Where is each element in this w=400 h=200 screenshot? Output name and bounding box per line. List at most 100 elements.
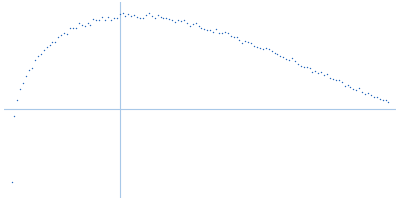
Point bbox=[222, 31, 228, 34]
Point bbox=[268, 50, 275, 53]
Point bbox=[17, 88, 24, 91]
Point bbox=[336, 79, 342, 82]
Point bbox=[321, 73, 327, 77]
Point bbox=[58, 34, 64, 37]
Point bbox=[342, 84, 348, 87]
Point bbox=[131, 13, 138, 16]
Point bbox=[312, 69, 319, 72]
Point bbox=[11, 114, 18, 117]
Point bbox=[23, 74, 29, 77]
Point bbox=[330, 78, 336, 81]
Point bbox=[78, 23, 85, 26]
Point bbox=[102, 19, 108, 22]
Point bbox=[304, 65, 310, 69]
Point bbox=[359, 91, 365, 94]
Point bbox=[245, 40, 252, 43]
Point bbox=[210, 30, 216, 33]
Point bbox=[137, 16, 143, 20]
Point bbox=[274, 52, 281, 55]
Point bbox=[99, 15, 105, 19]
Point bbox=[29, 66, 35, 69]
Point bbox=[14, 98, 20, 102]
Point bbox=[157, 16, 164, 19]
Point bbox=[257, 47, 263, 50]
Point bbox=[362, 93, 368, 96]
Point bbox=[327, 77, 333, 80]
Point bbox=[76, 22, 82, 25]
Point bbox=[224, 32, 231, 35]
Point bbox=[376, 97, 383, 100]
Point bbox=[280, 56, 286, 59]
Point bbox=[380, 98, 386, 101]
Point bbox=[154, 13, 161, 16]
Point bbox=[309, 70, 316, 74]
Point bbox=[219, 31, 225, 35]
Point bbox=[228, 35, 234, 38]
Point bbox=[204, 28, 210, 31]
Point bbox=[298, 64, 304, 67]
Point bbox=[286, 58, 292, 62]
Point bbox=[44, 45, 50, 48]
Point bbox=[8, 181, 15, 184]
Point bbox=[172, 20, 178, 24]
Point bbox=[198, 26, 205, 29]
Point bbox=[26, 69, 32, 72]
Point bbox=[344, 84, 351, 87]
Point bbox=[382, 99, 389, 102]
Point bbox=[295, 63, 301, 66]
Point bbox=[184, 22, 190, 25]
Point bbox=[374, 95, 380, 99]
Point bbox=[207, 28, 214, 31]
Point bbox=[169, 18, 176, 22]
Point bbox=[35, 55, 41, 58]
Point bbox=[55, 35, 62, 38]
Point bbox=[242, 39, 248, 42]
Point bbox=[93, 19, 100, 22]
Point bbox=[315, 72, 322, 75]
Point bbox=[20, 82, 26, 85]
Point bbox=[160, 16, 167, 19]
Point bbox=[73, 26, 79, 29]
Point bbox=[134, 15, 140, 18]
Point bbox=[216, 31, 222, 34]
Point bbox=[90, 18, 96, 21]
Point bbox=[166, 18, 172, 21]
Point bbox=[248, 42, 254, 45]
Point bbox=[201, 27, 208, 31]
Point bbox=[277, 54, 284, 58]
Point bbox=[152, 16, 158, 19]
Point bbox=[96, 19, 102, 22]
Point bbox=[233, 36, 240, 39]
Point bbox=[262, 47, 269, 50]
Point bbox=[122, 15, 129, 18]
Point bbox=[61, 32, 67, 35]
Point bbox=[32, 58, 38, 61]
Point bbox=[105, 15, 111, 18]
Point bbox=[116, 12, 123, 16]
Point bbox=[371, 95, 377, 98]
Point bbox=[175, 18, 181, 22]
Point bbox=[338, 81, 345, 84]
Point bbox=[353, 89, 360, 92]
Point bbox=[266, 47, 272, 51]
Point bbox=[119, 12, 126, 15]
Point bbox=[178, 20, 184, 23]
Point bbox=[192, 21, 199, 24]
Point bbox=[251, 45, 257, 48]
Point bbox=[67, 26, 73, 29]
Point bbox=[70, 27, 76, 30]
Point bbox=[40, 49, 47, 52]
Point bbox=[230, 35, 237, 38]
Point bbox=[292, 60, 298, 63]
Point bbox=[186, 24, 193, 28]
Point bbox=[195, 25, 202, 28]
Point bbox=[385, 101, 392, 104]
Point bbox=[140, 17, 146, 20]
Point bbox=[128, 14, 134, 17]
Point bbox=[306, 67, 313, 70]
Point bbox=[64, 32, 70, 35]
Point bbox=[254, 45, 260, 48]
Point bbox=[289, 56, 295, 60]
Point bbox=[108, 18, 114, 21]
Point bbox=[283, 58, 289, 61]
